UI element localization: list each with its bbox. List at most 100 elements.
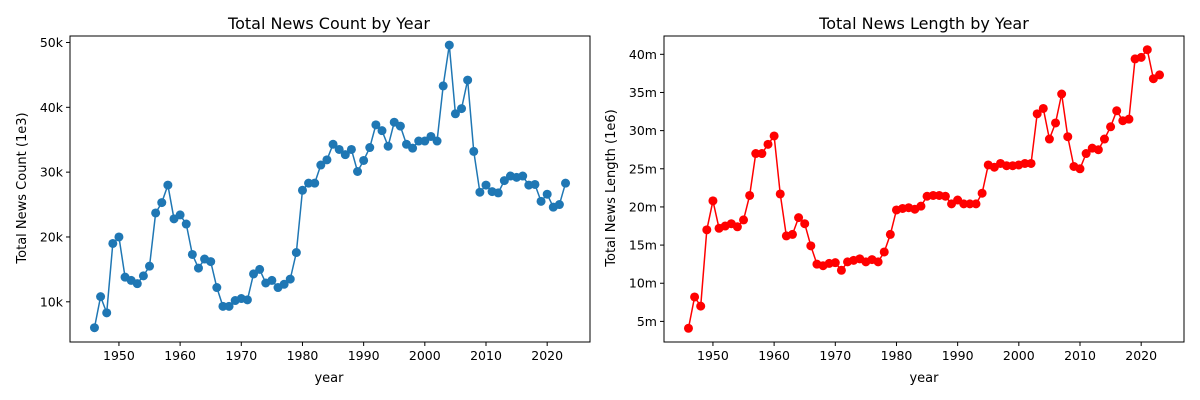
data-point xyxy=(145,261,155,271)
data-point xyxy=(879,247,889,257)
y-tick-label: 30k xyxy=(40,165,64,180)
x-tick-label: 2010 xyxy=(1064,348,1096,363)
data-point xyxy=(322,155,332,165)
x-axis-label: year xyxy=(909,371,939,386)
data-point xyxy=(212,283,222,293)
data-point xyxy=(1057,89,1067,99)
data-point xyxy=(554,200,564,210)
x-tick-label: 1970 xyxy=(819,348,851,363)
data-point xyxy=(732,222,742,232)
data-point xyxy=(383,141,393,151)
data-point xyxy=(310,178,320,188)
series-markers xyxy=(89,40,571,333)
data-point xyxy=(132,279,142,289)
data-point xyxy=(151,208,161,218)
data-point xyxy=(873,257,883,267)
data-point xyxy=(181,219,191,229)
chart-title: Total News Length by Year xyxy=(818,14,1029,33)
y-tick-label: 10k xyxy=(40,294,64,309)
data-point xyxy=(561,178,571,188)
data-point xyxy=(206,257,216,267)
data-point xyxy=(708,196,718,206)
x-tick-label: 2000 xyxy=(1003,348,1035,363)
data-point xyxy=(175,210,185,220)
data-point xyxy=(1112,106,1122,116)
data-point xyxy=(830,258,840,268)
data-point xyxy=(940,191,950,201)
data-point xyxy=(408,143,418,153)
x-tick-label: 1980 xyxy=(881,348,913,363)
y-tick-label: 25m xyxy=(629,161,657,176)
data-point xyxy=(1136,52,1146,62)
data-point xyxy=(1155,70,1165,80)
data-point xyxy=(806,241,816,251)
x-tick-label: 2000 xyxy=(409,348,441,363)
data-point xyxy=(1075,164,1085,174)
x-tick-label: 1980 xyxy=(287,348,319,363)
plot-frame xyxy=(663,35,1185,343)
y-axis: 5m 10m 15m 20m 25m 30m 35m 40m xyxy=(629,47,664,329)
data-point xyxy=(114,232,124,242)
data-point xyxy=(916,201,926,211)
data-point xyxy=(102,308,112,318)
data-point xyxy=(536,196,546,206)
data-point xyxy=(438,81,448,91)
data-point xyxy=(334,144,344,154)
data-point xyxy=(1093,145,1103,155)
data-point xyxy=(89,323,99,333)
data-point xyxy=(359,155,369,165)
y-tick-label: 40k xyxy=(40,100,64,115)
data-point xyxy=(1142,45,1152,55)
data-point xyxy=(1026,158,1036,168)
x-axis: 1950 1960 1970 1980 1990 2000 2010 2020 xyxy=(103,342,563,363)
data-point xyxy=(690,292,700,302)
data-point xyxy=(463,75,473,85)
data-point xyxy=(794,213,804,223)
chart-left: Total News Count by Year year Total News… xyxy=(15,14,591,386)
data-point xyxy=(775,189,785,199)
y-tick-label: 20k xyxy=(40,229,64,244)
data-point xyxy=(530,179,540,189)
data-point xyxy=(138,271,148,281)
data-point xyxy=(96,292,106,302)
plot-frame xyxy=(69,35,591,343)
data-point xyxy=(316,160,326,170)
data-point xyxy=(1032,109,1042,119)
x-tick-label: 1970 xyxy=(225,348,257,363)
data-point xyxy=(475,187,485,197)
y-tick-label: 20m xyxy=(629,199,657,214)
data-point xyxy=(745,190,755,200)
data-point xyxy=(800,219,810,229)
data-point xyxy=(1106,122,1116,132)
chart-right: Total News Length by Year year Total New… xyxy=(604,14,1185,386)
data-point xyxy=(739,215,749,225)
x-tick-label: 1960 xyxy=(758,348,790,363)
data-point xyxy=(481,180,491,190)
data-point xyxy=(242,295,252,305)
data-point xyxy=(365,143,375,153)
data-point xyxy=(108,238,118,248)
y-axis-label: Total News Count (1e3) xyxy=(15,112,30,264)
data-point xyxy=(1081,149,1091,159)
data-point xyxy=(836,265,846,275)
data-point xyxy=(885,229,895,239)
data-point xyxy=(279,279,289,289)
y-tick-label: 30m xyxy=(629,123,657,138)
y-tick-label: 40m xyxy=(629,47,657,62)
y-tick-label: 5m xyxy=(637,314,657,329)
y-axis: 10k 20k 30k 40k 50k xyxy=(40,35,70,309)
y-tick-label: 10m xyxy=(629,276,657,291)
x-tick-label: 2020 xyxy=(531,348,563,363)
data-point xyxy=(163,180,173,190)
data-point xyxy=(971,199,981,209)
data-point xyxy=(1063,132,1073,142)
x-tick-label: 1950 xyxy=(697,348,729,363)
x-axis: 1950 1960 1970 1980 1990 2000 2010 2020 xyxy=(697,342,1157,363)
data-point xyxy=(450,109,460,119)
data-point xyxy=(267,275,277,285)
data-point xyxy=(187,249,197,259)
data-point xyxy=(297,185,307,195)
data-point xyxy=(1038,103,1048,113)
